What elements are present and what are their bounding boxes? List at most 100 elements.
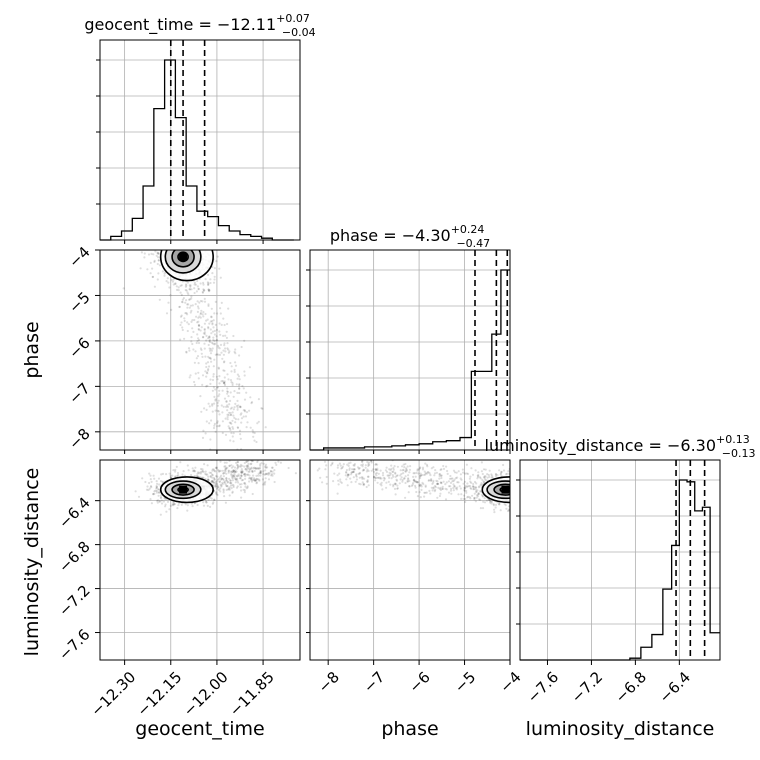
sample-point <box>182 245 184 247</box>
sample-point <box>475 490 478 493</box>
sample-point <box>271 466 274 469</box>
sample-point <box>426 465 429 468</box>
sample-point <box>421 468 425 471</box>
sample-point <box>213 267 216 270</box>
sample-point <box>192 243 194 245</box>
sample-point <box>378 455 380 457</box>
sample-point <box>243 398 247 401</box>
sample-point <box>196 279 199 283</box>
sample-point <box>225 336 228 339</box>
sample-point <box>385 486 388 489</box>
sample-point <box>418 467 422 470</box>
sample-point <box>475 494 479 497</box>
sample-point <box>172 246 174 248</box>
sample-point <box>211 479 214 482</box>
sample-point <box>503 502 506 505</box>
sample-point <box>217 366 220 369</box>
sample-point <box>191 505 194 508</box>
sample-point <box>366 468 369 471</box>
sample-point <box>512 493 514 495</box>
sample-point <box>244 477 247 480</box>
sample-point <box>186 291 189 294</box>
sample-point <box>211 323 214 326</box>
sample-point <box>172 243 174 245</box>
sample-point <box>205 371 208 374</box>
sample-point <box>217 245 219 247</box>
sample-point <box>192 246 194 248</box>
sample-point <box>428 472 431 475</box>
sample-point <box>392 468 395 471</box>
sample-point <box>263 482 266 485</box>
sample-point <box>248 468 251 471</box>
sample-point <box>248 470 251 473</box>
sample-point <box>352 470 355 474</box>
sample-point <box>437 486 440 489</box>
sample-point <box>239 406 242 409</box>
sample-point <box>157 252 161 255</box>
sample-point <box>210 349 213 352</box>
sample-point <box>271 470 274 473</box>
sample-point <box>240 471 243 474</box>
sample-point <box>157 251 160 255</box>
sample-point <box>441 485 444 488</box>
sample-point <box>401 469 404 472</box>
sample-point <box>201 291 204 294</box>
sample-point <box>279 461 282 464</box>
sample-point <box>175 246 177 248</box>
sample-point <box>345 478 348 481</box>
sample-point <box>209 281 212 285</box>
sample-point <box>384 469 387 472</box>
sample-point <box>438 473 441 476</box>
sample-point <box>214 430 217 433</box>
sample-point <box>278 456 280 458</box>
sample-point <box>217 410 220 413</box>
sample-point <box>244 475 247 478</box>
sample-point <box>239 465 242 468</box>
sample-point <box>472 487 476 490</box>
sample-point <box>423 491 426 494</box>
sample-point <box>175 465 178 468</box>
sample-point <box>266 473 269 476</box>
sample-point <box>248 451 250 453</box>
sample-point <box>232 465 235 468</box>
sample-point <box>380 481 383 484</box>
sample-point <box>245 460 248 463</box>
sample-point <box>150 486 153 489</box>
sample-point <box>165 312 169 315</box>
sample-point <box>205 385 208 388</box>
sample-point <box>227 395 230 398</box>
y-tick-label: −7.6 <box>55 625 93 663</box>
sample-point <box>337 479 340 482</box>
sample-point <box>517 477 519 479</box>
sample-point <box>205 408 208 411</box>
sample-point <box>374 468 377 471</box>
sample-point <box>480 483 483 486</box>
sample-point <box>463 494 466 497</box>
sample-point <box>184 503 187 506</box>
sample-point <box>248 409 251 412</box>
sample-point <box>264 426 267 429</box>
sample-point <box>185 289 188 292</box>
sample-point <box>381 471 385 475</box>
sample-point <box>412 472 415 475</box>
sample-point <box>206 337 210 340</box>
sample-point <box>435 471 438 474</box>
sample-point <box>238 483 241 486</box>
sample-point <box>198 315 201 318</box>
sample-point <box>230 413 233 416</box>
sample-point <box>438 494 441 498</box>
sample-point <box>229 484 233 487</box>
sample-point <box>481 494 484 497</box>
sample-point <box>236 391 239 394</box>
sample-point <box>248 366 251 369</box>
sample-point <box>234 418 237 421</box>
sample-point <box>222 334 225 337</box>
sample-point <box>373 457 375 459</box>
sample-point <box>436 482 439 485</box>
sample-point <box>236 466 239 469</box>
sample-point <box>356 466 360 469</box>
sample-point <box>511 500 513 502</box>
sample-point <box>197 245 199 247</box>
sample-point <box>213 342 217 345</box>
sample-point <box>231 470 234 473</box>
